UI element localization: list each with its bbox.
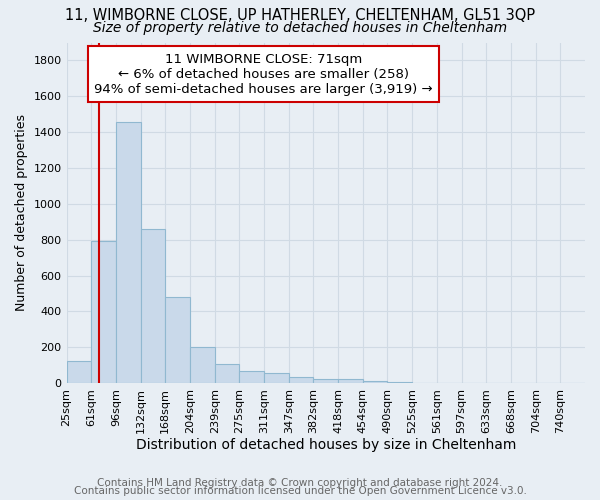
Bar	[363, 382, 388, 383]
Text: Size of property relative to detached houses in Cheltenham: Size of property relative to detached ho…	[93, 21, 507, 35]
Bar	[140, 229, 165, 383]
Bar	[67, 360, 91, 383]
X-axis label: Distribution of detached houses by size in Cheltenham: Distribution of detached houses by size …	[136, 438, 516, 452]
Bar	[289, 377, 313, 383]
Bar	[116, 122, 140, 383]
Bar	[215, 364, 239, 383]
Bar	[313, 378, 338, 383]
Text: Contains public sector information licensed under the Open Government Licence v3: Contains public sector information licen…	[74, 486, 526, 496]
Bar	[239, 370, 264, 383]
Bar	[165, 297, 190, 383]
Text: 11 WIMBORNE CLOSE: 71sqm
← 6% of detached houses are smaller (258)
94% of semi-d: 11 WIMBORNE CLOSE: 71sqm ← 6% of detache…	[94, 52, 433, 96]
Bar	[388, 382, 412, 383]
Bar	[91, 240, 116, 383]
Text: Contains HM Land Registry data © Crown copyright and database right 2024.: Contains HM Land Registry data © Crown c…	[97, 478, 503, 488]
Bar	[190, 347, 215, 383]
Y-axis label: Number of detached properties: Number of detached properties	[15, 114, 28, 312]
Text: 11, WIMBORNE CLOSE, UP HATHERLEY, CHELTENHAM, GL51 3QP: 11, WIMBORNE CLOSE, UP HATHERLEY, CHELTE…	[65, 8, 535, 22]
Bar	[338, 380, 363, 383]
Bar	[264, 373, 289, 383]
